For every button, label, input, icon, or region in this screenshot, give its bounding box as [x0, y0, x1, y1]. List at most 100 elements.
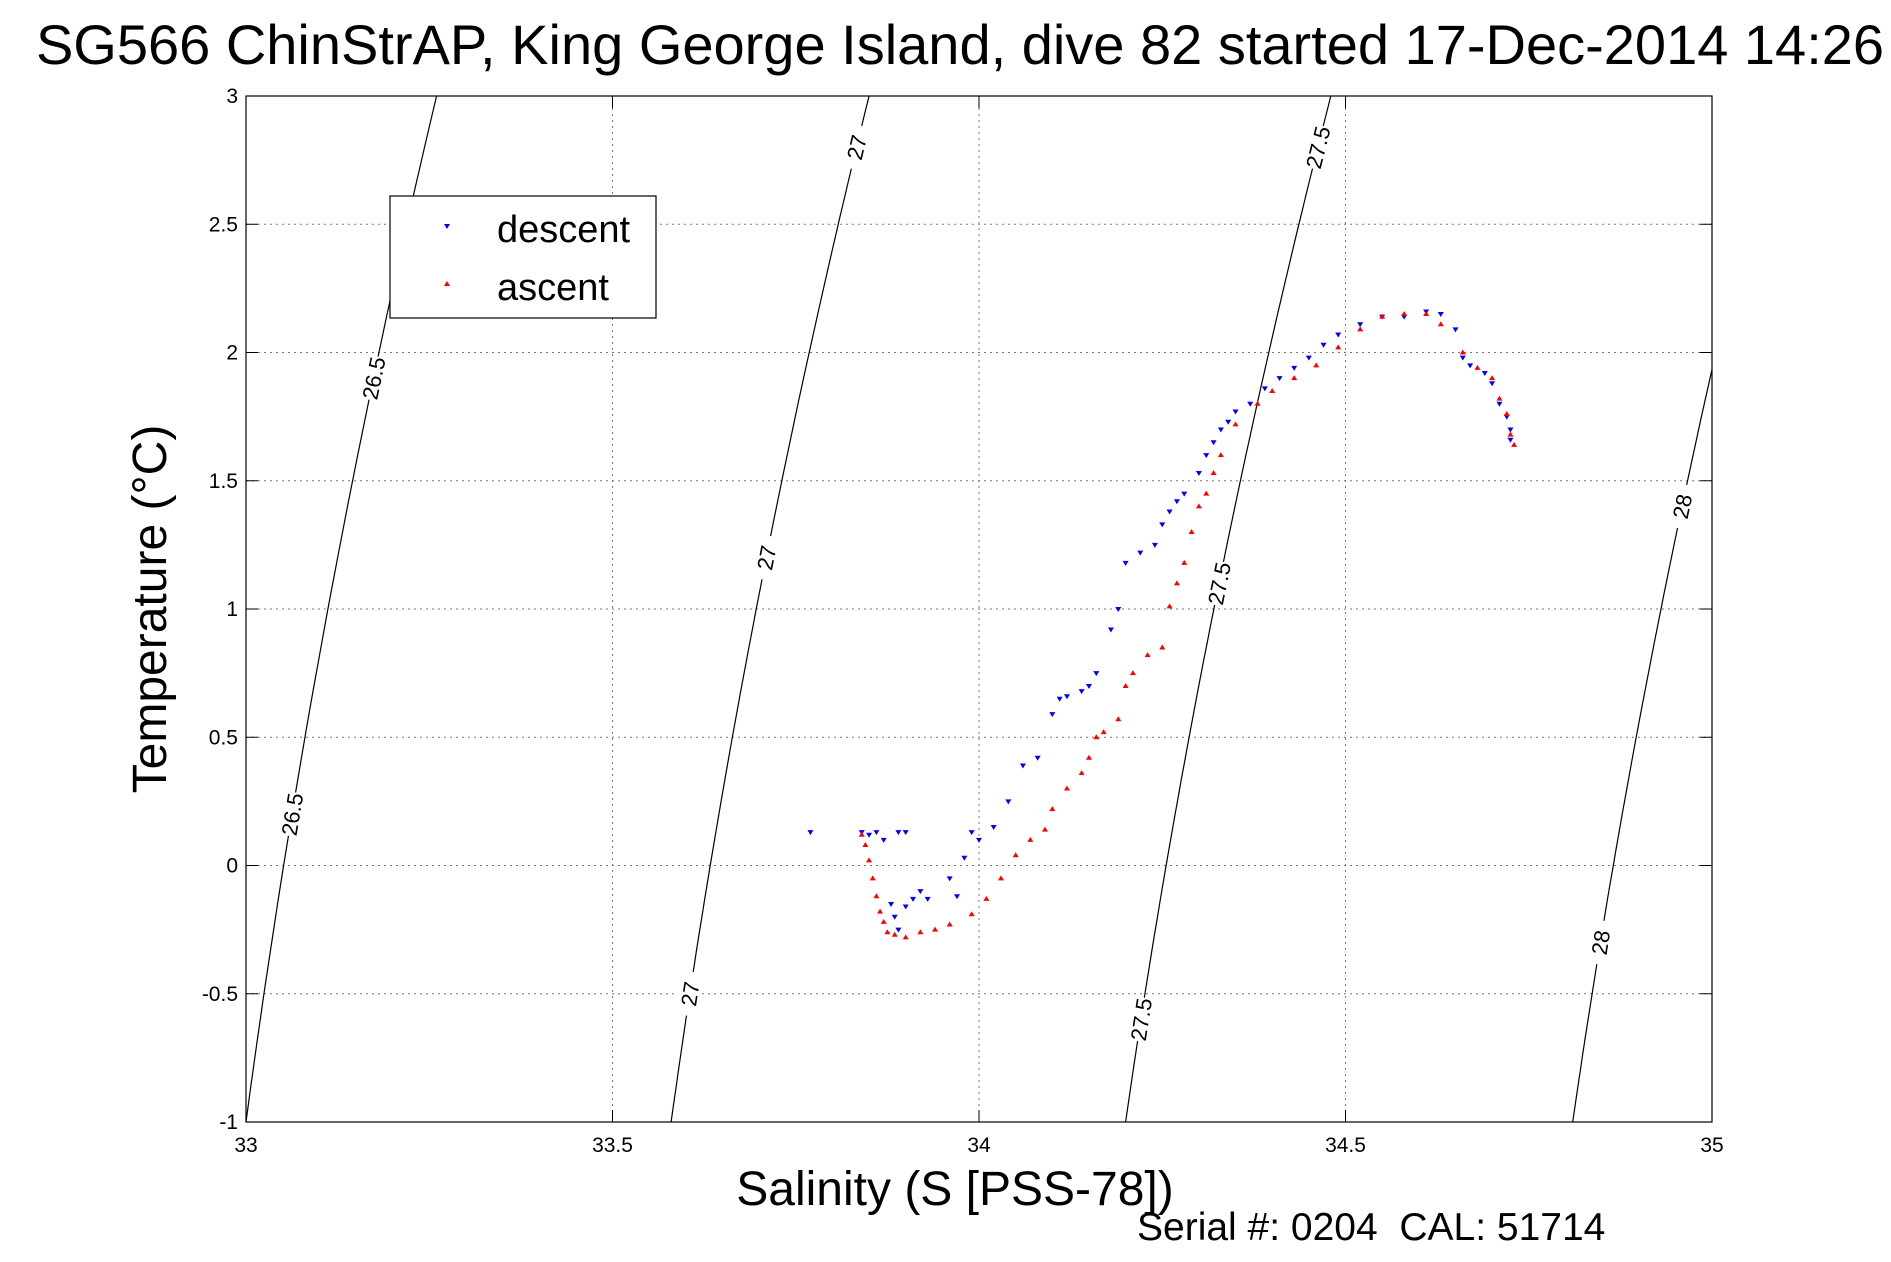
ascent-point	[1100, 729, 1107, 735]
ascent-point	[1063, 785, 1070, 791]
isopycnal-label: 27	[842, 133, 872, 163]
descent-point	[1452, 327, 1459, 333]
descent-point	[1481, 371, 1488, 377]
descent-point	[1115, 607, 1122, 612]
descent-point	[1063, 694, 1070, 700]
ascent-point	[1217, 452, 1224, 458]
descent-point	[888, 901, 895, 907]
y-tick-label: 2.5	[209, 213, 238, 236]
descent-point	[968, 830, 975, 836]
ascent-point	[946, 921, 953, 927]
ascent-point	[1379, 313, 1386, 319]
legend-descent-label: descent	[497, 209, 631, 251]
descent-point	[990, 825, 997, 831]
x-tick-label: 34.5	[1325, 1134, 1366, 1157]
isopycnal-label: 27	[676, 980, 704, 1008]
descent-point	[1305, 355, 1312, 361]
descent-point	[1203, 453, 1210, 459]
ascent-point	[1474, 364, 1481, 370]
ascent-point	[1144, 652, 1151, 658]
descent-point	[1210, 440, 1217, 446]
legend: descent ascent	[389, 195, 657, 319]
ascent-point	[1313, 362, 1320, 368]
descent-point	[895, 927, 902, 933]
descent-point	[1489, 381, 1496, 387]
descent-point	[895, 830, 902, 836]
serial-calibration-note: Serial #: 0204 CAL: 51714	[1137, 1206, 1605, 1249]
descent-point	[924, 896, 931, 902]
descent-point	[1166, 509, 1173, 515]
ascent-point	[1489, 375, 1496, 381]
ascent-point	[884, 929, 891, 935]
descent-point	[1122, 560, 1129, 566]
ascent-point	[1129, 670, 1136, 676]
ascent-point	[869, 875, 876, 881]
descent-point	[1357, 322, 1364, 328]
descent-point	[976, 837, 982, 843]
descent-point	[1107, 627, 1114, 633]
isopycnal-label-bg	[1200, 559, 1236, 608]
ascent-point	[917, 929, 924, 935]
legend-descent-marker	[444, 224, 450, 229]
isopycnal-label-bg	[837, 122, 874, 172]
ascent-point	[1122, 682, 1129, 688]
descent-point	[1232, 409, 1239, 415]
descent-point	[1437, 312, 1444, 318]
descent-point	[902, 830, 909, 836]
isopycnal-label-bg	[1663, 481, 1699, 531]
ascent-point	[858, 831, 865, 837]
ascent-point	[1291, 375, 1298, 381]
ascent-point	[1401, 311, 1408, 317]
ascent-point	[866, 857, 873, 863]
isopycnal-label: 28	[1668, 492, 1698, 521]
isopycnal-label: 26.5	[357, 355, 390, 402]
isopycnal-label: 27	[752, 543, 781, 572]
legend-box	[389, 195, 657, 319]
descent-point	[946, 876, 953, 882]
ascent-point	[1078, 770, 1085, 776]
descent-point	[873, 830, 880, 836]
descent-point	[910, 896, 917, 902]
isopycnal-label: 27.5	[1301, 124, 1336, 172]
ascent-point	[983, 895, 990, 901]
descent-point	[1247, 401, 1254, 407]
descent-point	[1217, 427, 1224, 433]
descent-point	[1459, 355, 1466, 361]
isopycnal-label-bg	[672, 969, 705, 1018]
grid-lines	[246, 96, 1712, 1122]
descent-point	[1195, 471, 1202, 477]
ascent-point	[1041, 826, 1048, 832]
ascent-point	[932, 926, 939, 932]
isopycnal-line	[1125, 96, 1332, 1122]
ascent-point	[1335, 344, 1342, 350]
ascent-point	[880, 918, 887, 924]
y-tick-label: 3	[226, 85, 238, 108]
descent-point	[1507, 427, 1514, 433]
ascent-point	[997, 875, 1004, 881]
descent-point	[807, 830, 814, 836]
isopycnal-label-bg	[274, 790, 308, 838]
ascent-point	[1181, 559, 1188, 565]
ascent-point	[1232, 421, 1239, 427]
descent-point	[1056, 696, 1063, 702]
descent-point	[1005, 799, 1012, 805]
descent-point	[1034, 755, 1041, 761]
descent-point	[917, 889, 924, 895]
isopycnal-label: 27.5	[1126, 996, 1157, 1042]
ascent-point	[1423, 311, 1430, 317]
descent-point	[1261, 386, 1268, 392]
ascent-point	[1503, 411, 1510, 417]
axis-ticks: 33 33.5 34 34.5 35 -1 -0.5 0 0.5 1 1.5 2 2.5 3	[202, 85, 1724, 1157]
isopycnal-label: 27.5	[1203, 560, 1236, 607]
descent-point	[1467, 363, 1474, 369]
y-tick-label: 1.5	[209, 470, 238, 493]
isopycnal-label: 28	[1587, 928, 1616, 956]
y-tick-label: -0.5	[202, 983, 238, 1006]
ascent-point	[1012, 852, 1019, 858]
ascent-point	[1115, 716, 1122, 722]
data-points	[807, 309, 1518, 940]
descent-point	[866, 832, 873, 838]
descent-point	[1019, 763, 1026, 769]
ascent-point	[1027, 836, 1034, 842]
